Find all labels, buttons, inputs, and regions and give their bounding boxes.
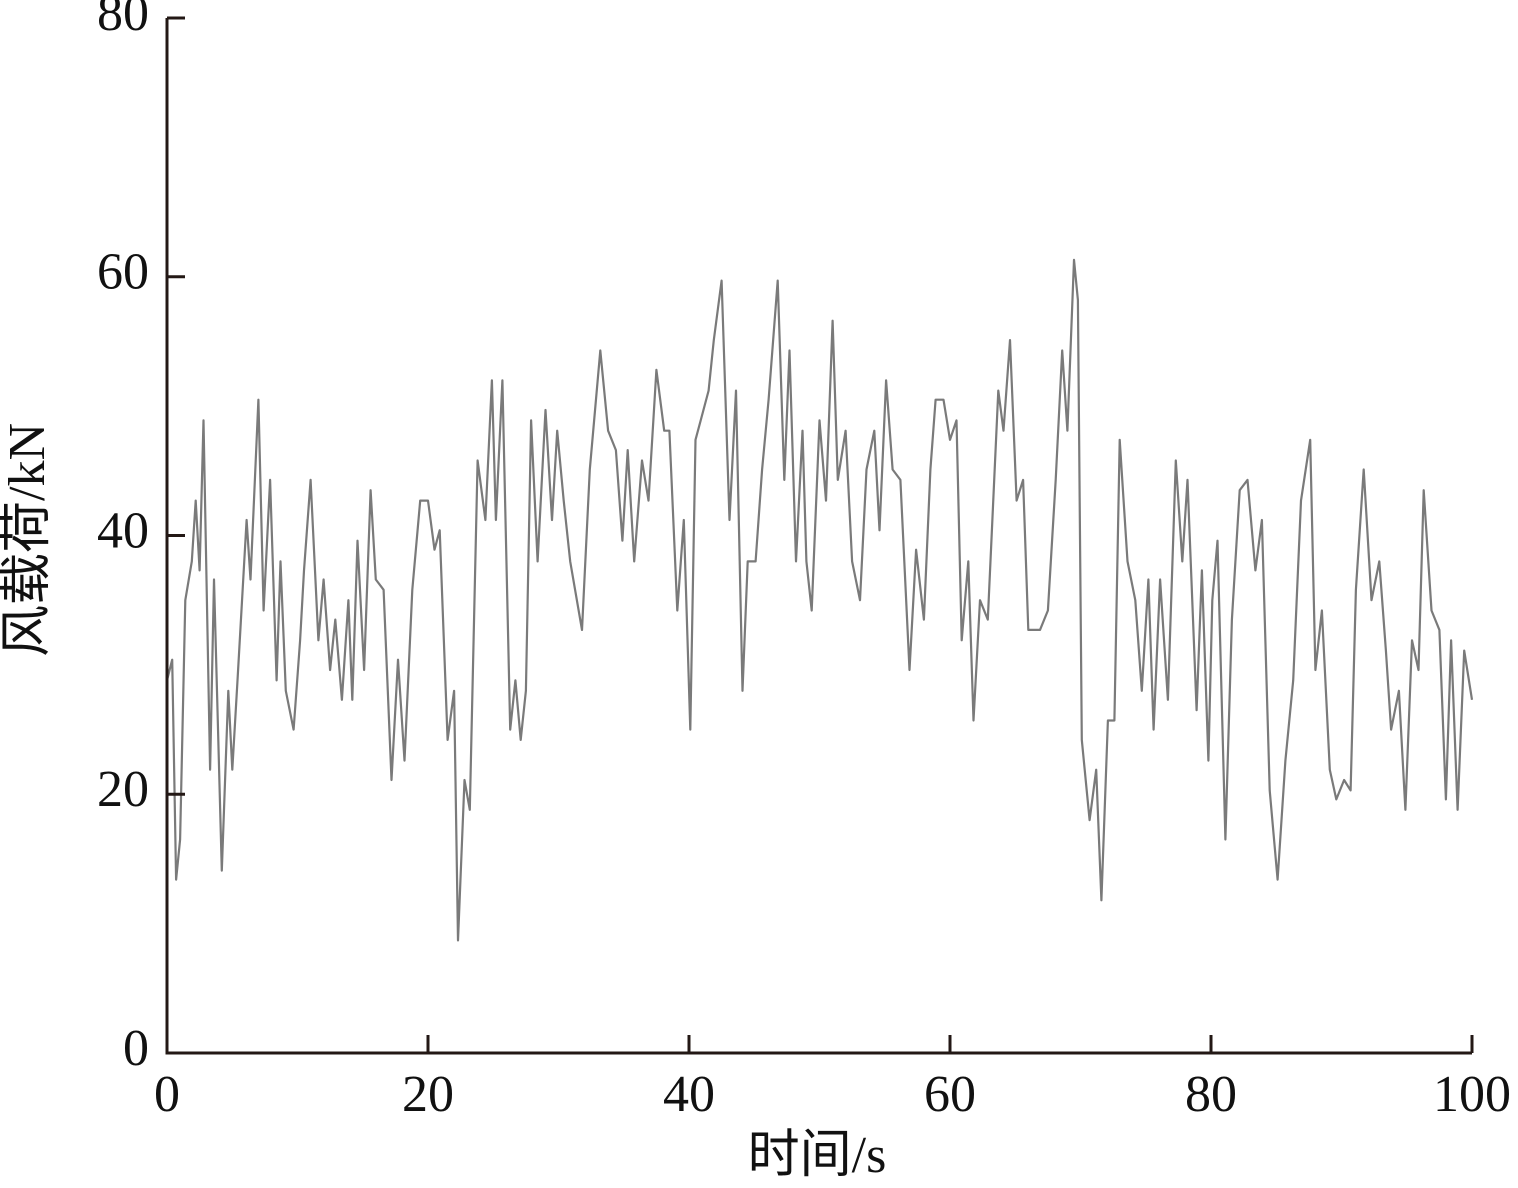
y-axis-label: 风载荷/kN — [0, 423, 56, 657]
y-tick-label: 40 — [97, 502, 149, 559]
x-axis-label: 时间/s — [748, 1127, 887, 1184]
data-line — [165, 258, 1474, 942]
y-tick-label: 80 — [97, 0, 149, 42]
x-tick-label: 40 — [663, 1066, 715, 1123]
y-tick-label: 20 — [97, 761, 149, 818]
x-tick-label: 0 — [154, 1066, 180, 1123]
x-tick-label: 80 — [1185, 1066, 1237, 1123]
y-tick-label: 0 — [123, 1020, 149, 1077]
x-tick-label: 100 — [1433, 1066, 1511, 1123]
x-tick-label: 60 — [924, 1066, 976, 1123]
y-tick-label: 60 — [97, 244, 149, 301]
x-tick-label: 20 — [402, 1066, 454, 1123]
